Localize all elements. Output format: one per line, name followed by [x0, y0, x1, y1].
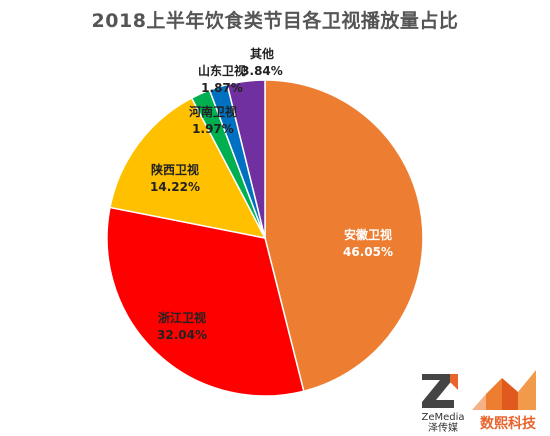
slice-name-label-1: 安徽卫视 [344, 227, 392, 242]
zemedia-logo-cn: 泽传媒 [428, 422, 458, 432]
pie-slice-3 [109, 97, 267, 240]
slice-value-label-5: 1.87% [201, 81, 243, 95]
pie-slice-6 [226, 79, 266, 239]
zemedia-logo: ZeMedia 泽传媒 [414, 368, 472, 434]
slice-value-label-3: 14.22% [150, 180, 200, 194]
pie-slice-2 [106, 206, 305, 397]
shuxi-logo-cn: 数熙科技 [480, 415, 537, 432]
slice-name-label-2: 浙江卫视 [158, 310, 206, 325]
slice-name-label-5: 山东卫视 [198, 63, 246, 78]
slice-value-label-6: 3.84% [241, 64, 283, 78]
shuxi-logo: 数熙科技 [466, 364, 550, 432]
labels-layer: 安徽卫视 46.05% 浙江卫视 32.04% 陕西卫视 14.22% 河南卫视 1.97% 山… [150, 46, 393, 342]
slice-value-label-1: 46.05% [343, 245, 393, 259]
slice-value-label-4: 1.97% [192, 122, 234, 136]
chart-title: 2018上半年饮食类节目各卫视播放量占比 [91, 10, 459, 32]
zemedia-logo-name: ZeMedia [421, 412, 464, 423]
slice-name-label-3: 陕西卫视 [151, 162, 199, 177]
slice-name-label-6: 其他 [250, 46, 274, 61]
slices-layer [106, 79, 424, 397]
slice-value-label-2: 32.04% [157, 328, 207, 342]
slice-name-label-4: 河南卫视 [188, 104, 237, 119]
pie-slice-1 [264, 79, 424, 393]
